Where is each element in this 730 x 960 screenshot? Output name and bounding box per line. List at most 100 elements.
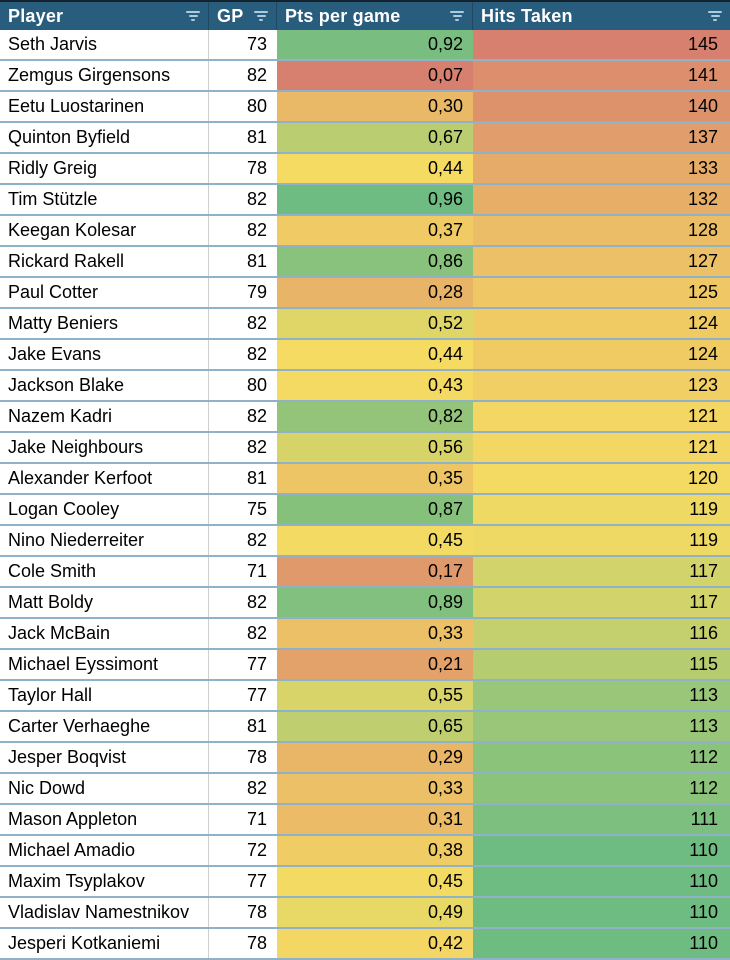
gp-cell: 80 — [246, 375, 267, 395]
table-row: Paul Cotter 79 0,28 125 — [0, 278, 730, 309]
gp-cell: 77 — [246, 685, 267, 705]
pts-per-game-cell: 0,17 — [277, 557, 473, 586]
column-label-gp: GP — [217, 5, 244, 26]
gp-cell: 78 — [246, 158, 267, 178]
player-name-cell: Nic Dowd — [0, 774, 209, 803]
player-name-cell: Jackson Blake — [0, 371, 209, 400]
hits-taken-cell: 113 — [473, 681, 730, 710]
table-row: Michael Eyssimont 77 0,21 115 — [0, 650, 730, 681]
player-name-cell: Michael Amadio — [0, 836, 209, 865]
column-header-hits-taken[interactable]: Hits Taken — [473, 2, 730, 30]
filter-icon-gp[interactable] — [253, 11, 269, 21]
table-row: Jack McBain 82 0,33 116 — [0, 619, 730, 650]
pts-per-game-cell: 0,44 — [277, 340, 473, 369]
hits-taken-cell: 110 — [473, 867, 730, 896]
table-row: Quinton Byfield 81 0,67 137 — [0, 123, 730, 154]
hits-taken-cell: 112 — [473, 774, 730, 803]
hits-taken-cell: 119 — [473, 495, 730, 524]
gp-cell: 82 — [246, 313, 267, 333]
hits-taken-cell: 115 — [473, 650, 730, 679]
table-row: Cole Smith 71 0,17 117 — [0, 557, 730, 588]
player-name-cell: Jesper Boqvist — [0, 743, 209, 772]
hits-taken-cell: 127 — [473, 247, 730, 276]
hits-taken-cell: 116 — [473, 619, 730, 648]
filter-icon-hits-taken[interactable] — [707, 11, 723, 21]
player-name-cell: Logan Cooley — [0, 495, 209, 524]
table-row: Tim Stützle 82 0,96 132 — [0, 185, 730, 216]
gp-cell: 82 — [246, 406, 267, 426]
pts-per-game-cell: 0,52 — [277, 309, 473, 338]
hits-taken-cell: 124 — [473, 340, 730, 369]
hits-taken-cell: 145 — [473, 30, 730, 59]
column-header-gp[interactable]: GP — [209, 2, 277, 30]
gp-cell: 82 — [246, 778, 267, 798]
column-header-player[interactable]: Player — [0, 2, 209, 30]
player-name-cell: Michael Eyssimont — [0, 650, 209, 679]
hits-taken-cell: 110 — [473, 898, 730, 927]
table-row: Seth Jarvis 73 0,92 145 — [0, 30, 730, 61]
table-row: Jesper Boqvist 78 0,29 112 — [0, 743, 730, 774]
player-name-cell: Matty Beniers — [0, 309, 209, 338]
hits-taken-cell: 117 — [473, 557, 730, 586]
gp-cell: 77 — [246, 871, 267, 891]
gp-cell: 82 — [246, 592, 267, 612]
player-name-cell: Jesperi Kotkaniemi — [0, 929, 209, 958]
gp-cell: 82 — [246, 623, 267, 643]
hits-taken-cell: 141 — [473, 61, 730, 90]
gp-cell: 78 — [246, 933, 267, 953]
table-row: Nino Niederreiter 82 0,45 119 — [0, 526, 730, 557]
pts-per-game-cell: 0,29 — [277, 743, 473, 772]
gp-cell: 71 — [246, 561, 267, 581]
hits-taken-cell: 140 — [473, 92, 730, 121]
hits-taken-cell: 110 — [473, 929, 730, 958]
pts-per-game-cell: 0,43 — [277, 371, 473, 400]
gp-cell: 82 — [246, 220, 267, 240]
player-name-cell: Eetu Luostarinen — [0, 92, 209, 121]
column-label-player: Player — [8, 5, 64, 26]
table-row: Michael Amadio 72 0,38 110 — [0, 836, 730, 867]
pts-per-game-cell: 0,67 — [277, 123, 473, 152]
filter-icon-player[interactable] — [185, 11, 201, 21]
gp-cell: 82 — [246, 189, 267, 209]
column-header-pts-per-game[interactable]: Pts per game — [277, 2, 473, 30]
hits-taken-cell: 112 — [473, 743, 730, 772]
table-row: Matty Beniers 82 0,52 124 — [0, 309, 730, 340]
gp-cell: 72 — [246, 840, 267, 860]
pts-per-game-cell: 0,44 — [277, 154, 473, 183]
pts-per-game-cell: 0,33 — [277, 619, 473, 648]
table-row: Keegan Kolesar 82 0,37 128 — [0, 216, 730, 247]
player-name-cell: Nino Niederreiter — [0, 526, 209, 555]
table-row: Rickard Rakell 81 0,86 127 — [0, 247, 730, 278]
gp-cell: 77 — [246, 654, 267, 674]
gp-cell: 81 — [246, 251, 267, 271]
pts-per-game-cell: 0,07 — [277, 61, 473, 90]
hits-taken-cell: 111 — [473, 805, 730, 834]
player-name-cell: Maxim Tsyplakov — [0, 867, 209, 896]
player-name-cell: Quinton Byfield — [0, 123, 209, 152]
table-row: Nazem Kadri 82 0,82 121 — [0, 402, 730, 433]
table-row: Mason Appleton 71 0,31 111 — [0, 805, 730, 836]
hits-taken-cell: 124 — [473, 309, 730, 338]
hits-taken-cell: 120 — [473, 464, 730, 493]
pts-per-game-cell: 0,33 — [277, 774, 473, 803]
pts-per-game-cell: 0,21 — [277, 650, 473, 679]
hits-taken-cell: 123 — [473, 371, 730, 400]
hits-taken-cell: 125 — [473, 278, 730, 307]
filter-icon-pts-per-game[interactable] — [449, 11, 465, 21]
pts-per-game-cell: 0,96 — [277, 185, 473, 214]
player-name-cell: Paul Cotter — [0, 278, 209, 307]
pts-per-game-cell: 0,92 — [277, 30, 473, 59]
pts-per-game-cell: 0,56 — [277, 433, 473, 462]
player-name-cell: Alexander Kerfoot — [0, 464, 209, 493]
hits-taken-cell: 132 — [473, 185, 730, 214]
hits-taken-cell: 117 — [473, 588, 730, 617]
table-row: Taylor Hall 77 0,55 113 — [0, 681, 730, 712]
pts-per-game-cell: 0,55 — [277, 681, 473, 710]
gp-cell: 71 — [246, 809, 267, 829]
table-row: Ridly Greig 78 0,44 133 — [0, 154, 730, 185]
table-row: Eetu Luostarinen 80 0,30 140 — [0, 92, 730, 123]
player-name-cell: Taylor Hall — [0, 681, 209, 710]
pts-per-game-cell: 0,45 — [277, 526, 473, 555]
gp-cell: 75 — [246, 499, 267, 519]
pts-per-game-cell: 0,82 — [277, 402, 473, 431]
